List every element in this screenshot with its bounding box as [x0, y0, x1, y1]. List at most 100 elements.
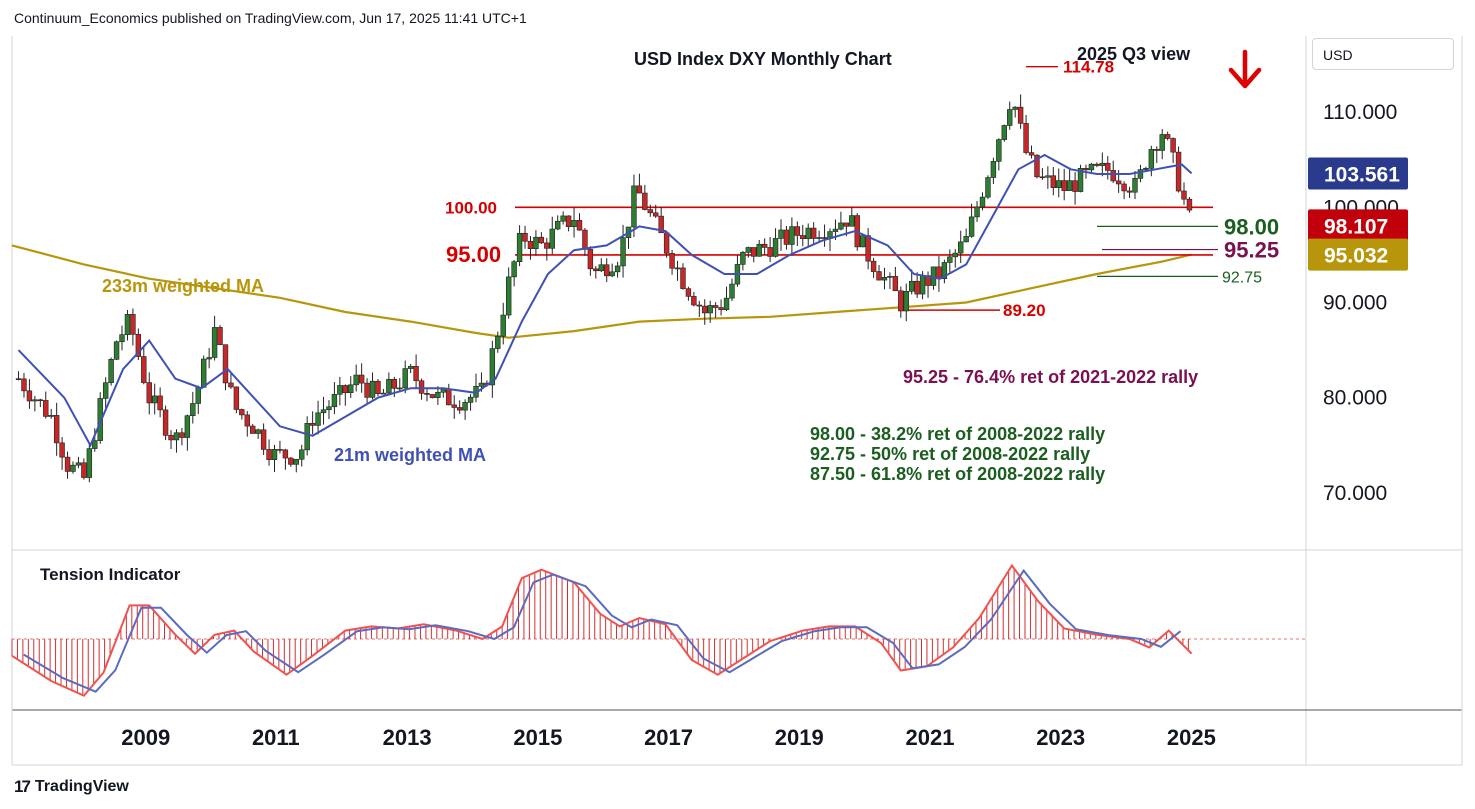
candle-up [1066, 180, 1073, 191]
candle-down [233, 386, 240, 410]
candle-down [653, 212, 659, 217]
candle-up [331, 394, 338, 408]
candle-down [821, 237, 828, 239]
candle-down [135, 334, 142, 357]
candle-up [1007, 109, 1013, 126]
candle-down [1050, 175, 1056, 188]
candle-down [914, 280, 920, 295]
candle-up [859, 235, 866, 248]
x-tick-label: 2025 [1167, 725, 1216, 750]
oscillator-signal-line [23, 568, 1182, 693]
candle-up [337, 385, 343, 395]
candle-down [522, 232, 528, 242]
candle-down [222, 344, 229, 384]
candle-up [740, 252, 746, 265]
y-tick-label: 70.000 [1323, 482, 1387, 505]
candle-up [887, 276, 893, 278]
candle-up [402, 368, 408, 389]
candle-down [1094, 163, 1100, 166]
candle-up [1001, 125, 1007, 140]
ma21-line [17, 153, 1193, 448]
candle-up [48, 415, 54, 417]
candle-up [299, 449, 305, 460]
x-tick-label: 2019 [775, 725, 824, 750]
candle-down [37, 399, 44, 402]
candle-down [64, 456, 71, 472]
tradingview-brand[interactable]: 17 TradingView [14, 777, 129, 797]
candle-down [446, 388, 452, 406]
candle-up [838, 222, 844, 230]
candle-up [756, 243, 762, 257]
candle-down [1083, 168, 1089, 171]
candle-down [767, 247, 773, 257]
candle-up [320, 409, 327, 414]
price-badge-bg [1308, 238, 1408, 271]
candle-down [800, 235, 806, 239]
candle-up [211, 327, 218, 358]
candle-down [1181, 190, 1187, 200]
candle-down [604, 264, 610, 277]
currency-selector[interactable]: USD [1312, 38, 1454, 70]
candle-up [1137, 169, 1144, 179]
candle-up [996, 139, 1002, 162]
tradingview-logo-icon: 17 [14, 777, 31, 796]
candle-up [386, 378, 392, 394]
candle-up [271, 449, 278, 460]
candle-down [1121, 183, 1127, 192]
candle-down [288, 457, 294, 465]
candle-up [1148, 149, 1155, 169]
down-arrow-head [1228, 67, 1262, 89]
x-tick-label: 2011 [252, 725, 300, 750]
candle-up [816, 237, 822, 239]
candle-up [407, 366, 414, 369]
price-badge-bg [1308, 209, 1408, 242]
candle-up [707, 305, 713, 314]
annotation-green-1: 98.00 - 38.2% ret of 2008-2022 rally [810, 424, 1105, 444]
candle-down [260, 429, 267, 450]
candle-down [1126, 190, 1133, 193]
candle-down [239, 409, 245, 416]
candle-up [353, 374, 359, 386]
candle-up [467, 396, 474, 403]
candle-down [636, 185, 643, 194]
candle-up [903, 291, 909, 312]
candle-down [418, 380, 425, 394]
ma21-label: 21m weighted MA [334, 445, 486, 465]
candle-down [663, 232, 670, 254]
candle-up [348, 384, 354, 394]
candle-up [1159, 134, 1165, 151]
candle-up [849, 215, 855, 227]
candle-up [555, 220, 561, 230]
candle-up [1088, 163, 1095, 171]
candle-down [691, 296, 697, 306]
candle-down [424, 393, 430, 395]
candle-up [952, 252, 958, 258]
candle-up [102, 382, 109, 399]
candle-up [293, 458, 299, 465]
candle-up [985, 177, 991, 198]
candle-down [244, 414, 250, 427]
candle-up [909, 280, 915, 292]
candle-up [380, 392, 387, 395]
candle-down [647, 209, 653, 214]
candle-up [571, 220, 577, 227]
candle-down [751, 247, 757, 257]
candle-down [277, 449, 283, 451]
candle-up [1056, 180, 1062, 188]
x-tick-label: 2017 [644, 725, 693, 750]
y-tick-label: 90.000 [1323, 292, 1387, 315]
candle-down [342, 385, 349, 394]
candle-down [527, 240, 534, 250]
candle-up [462, 402, 468, 411]
candle-down [217, 327, 223, 345]
candle-up [789, 226, 795, 245]
level-11478-label: 114.78 [1063, 58, 1114, 77]
candle-up [75, 462, 82, 466]
candle-down [794, 226, 801, 236]
candle-up [184, 415, 191, 438]
candle-down [587, 249, 594, 270]
candle-up [201, 358, 207, 388]
candle-up [533, 236, 539, 250]
candle-down [168, 435, 174, 441]
